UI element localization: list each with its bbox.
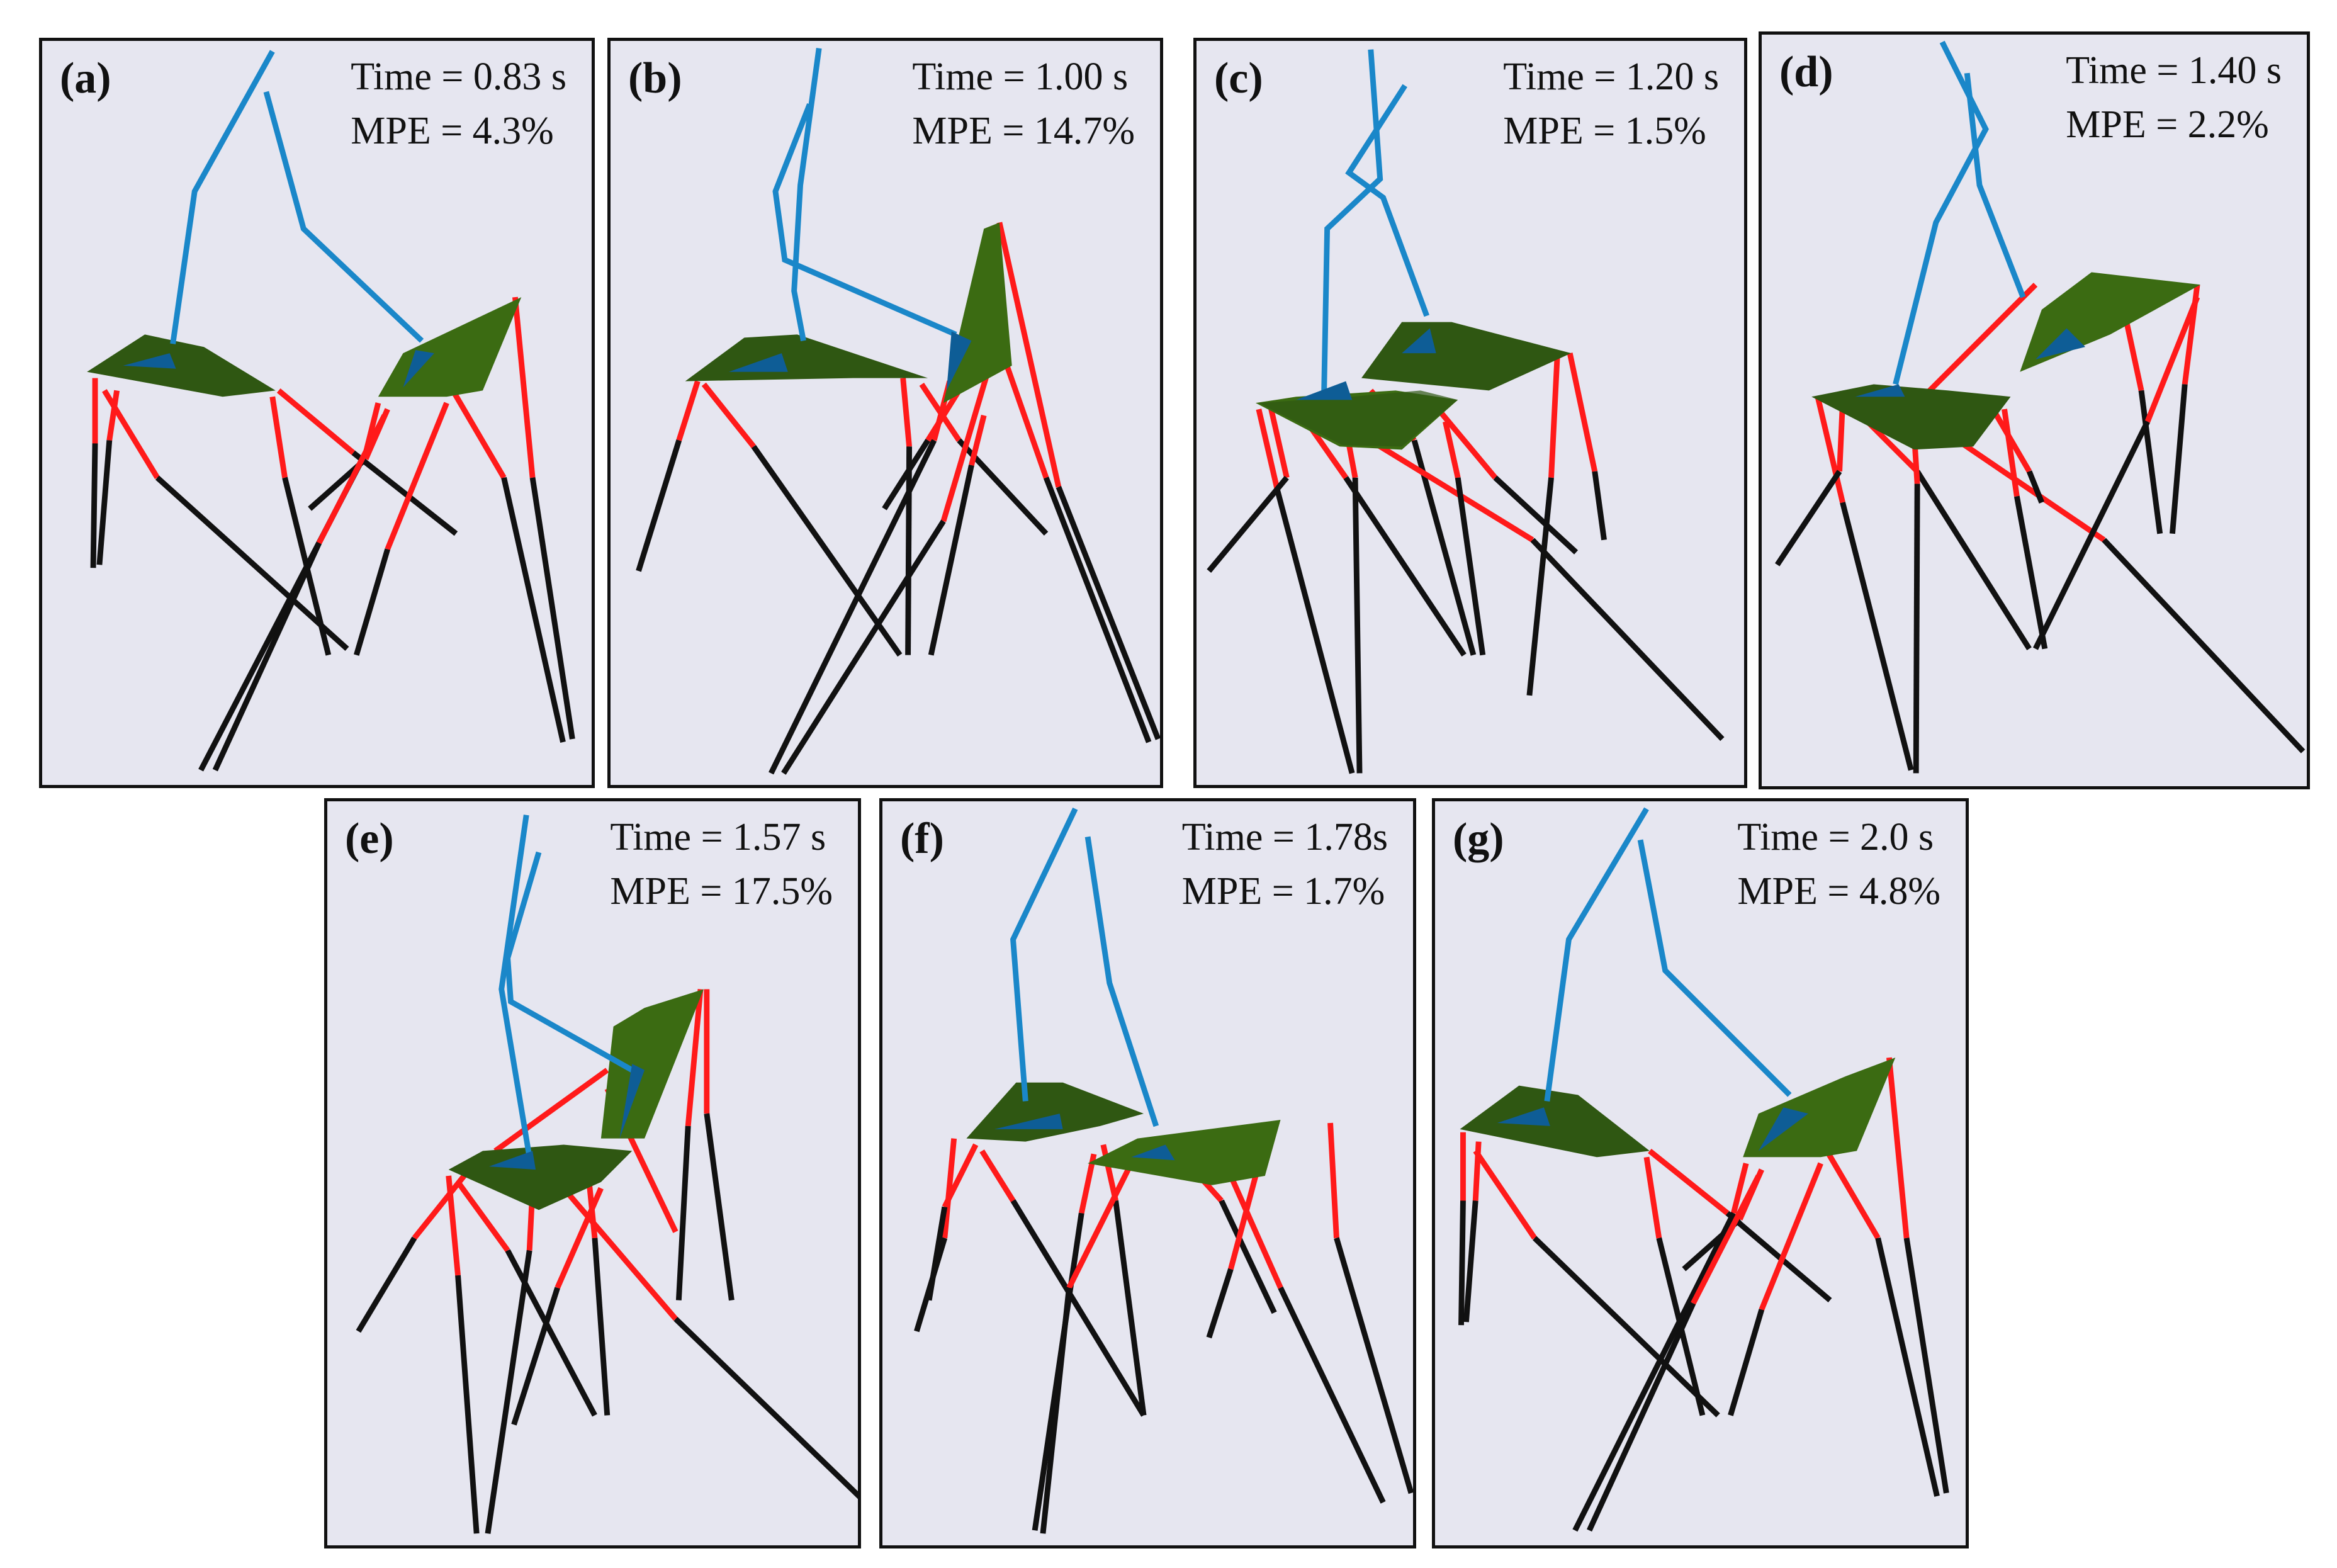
platform-a2 <box>378 297 522 397</box>
time-label-a: Time = 0.83 s <box>351 55 566 98</box>
panel-label-c: (c) <box>1214 54 1263 103</box>
mpe-label-g: MPE = 4.8% <box>1737 870 1940 913</box>
anchor-a2 <box>403 350 434 388</box>
mpe-label-d: MPE = 2.2% <box>2066 103 2269 146</box>
mpe-label-f: MPE = 1.7% <box>1181 870 1385 913</box>
tether-a <box>170 50 424 344</box>
panel-c: (c) Time = 1.20 s MPE = 1.5% <box>1193 38 1747 788</box>
time-label-c: Time = 1.20 s <box>1503 55 1719 98</box>
robot-diagram-e <box>356 815 858 1534</box>
panel-d: (d) Time = 1.40 s MPE = 2.2% <box>1759 31 2310 789</box>
panel-label-b: (b) <box>628 54 682 103</box>
robot-diagram-c <box>1207 49 1725 774</box>
time-label-e: Time = 1.57 s <box>610 816 826 859</box>
panel-label-d: (d) <box>1779 48 1833 96</box>
panel-meta-b: Time = 1.00 s MPE = 14.7% <box>912 50 1135 158</box>
time-label-f: Time = 1.78s <box>1181 816 1388 859</box>
time-label-g: Time = 2.0 s <box>1737 816 1934 859</box>
mpe-label-e: MPE = 17.5% <box>610 870 833 913</box>
anchor-a1 <box>123 353 176 369</box>
panel-meta-f: Time = 1.78s MPE = 1.7% <box>1182 810 1388 918</box>
panel-meta-e: Time = 1.57 s MPE = 17.5% <box>610 810 833 918</box>
robot-diagram-d <box>1775 40 2306 774</box>
robot-diagram-f <box>914 807 1413 1534</box>
time-label-d: Time = 1.40 s <box>2066 49 2282 92</box>
panel-label-e: (e) <box>345 815 394 863</box>
panel-meta-c: Time = 1.20 s MPE = 1.5% <box>1503 50 1719 158</box>
robot-diagram-b <box>636 48 1160 775</box>
panel-f: (f) Time = 1.78s MPE = 1.7% <box>879 798 1416 1548</box>
robot-diagram-a <box>87 50 575 772</box>
platform-a1 <box>87 334 276 397</box>
panel-meta-a: Time = 0.83 s MPE = 4.3% <box>351 50 566 158</box>
mpe-label-b: MPE = 14.7% <box>912 110 1135 152</box>
mpe-label-a: MPE = 4.3% <box>351 110 554 152</box>
mpe-label-c: MPE = 1.5% <box>1503 110 1706 152</box>
panel-meta-d: Time = 1.40 s MPE = 2.2% <box>2066 43 2282 152</box>
legs-a <box>90 296 575 772</box>
panel-label-f: (f) <box>900 815 944 863</box>
robot-diagram-g <box>1458 807 1949 1532</box>
panel-e: (e) Time = 1.57 s MPE = 17.5% <box>324 798 861 1548</box>
panel-b: (b) Time = 1.00 s MPE = 14.7% <box>607 38 1163 788</box>
panel-a: (a) Time = 0.83 s MPE = 4.3% <box>39 38 595 788</box>
panel-meta-g: Time = 2.0 s MPE = 4.8% <box>1737 810 1940 918</box>
time-label-b: Time = 1.00 s <box>912 55 1129 98</box>
panel-label-a: (a) <box>60 54 111 103</box>
panel-g: (g) Time = 2.0 s MPE = 4.8% <box>1432 798 1969 1548</box>
panel-label-g: (g) <box>1453 815 1504 863</box>
